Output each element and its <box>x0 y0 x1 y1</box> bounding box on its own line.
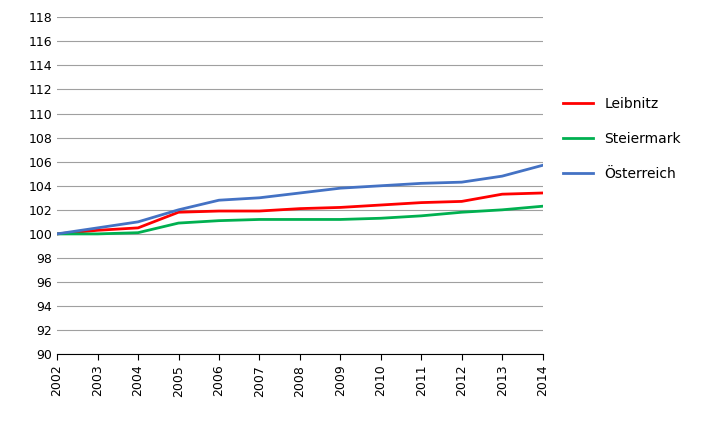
Leibnitz <box>458 199 466 204</box>
Steiermark <box>417 213 426 219</box>
Leibnitz <box>53 231 61 236</box>
Steiermark <box>538 203 547 209</box>
Leibnitz <box>417 200 426 205</box>
Leibnitz <box>296 206 304 211</box>
Line: Steiermark: Steiermark <box>57 206 543 234</box>
Steiermark <box>255 217 263 222</box>
Österreich <box>134 219 142 225</box>
Leibnitz <box>336 205 345 210</box>
Österreich <box>215 197 223 203</box>
Österreich <box>53 231 61 236</box>
Steiermark <box>134 230 142 235</box>
Österreich <box>174 207 183 213</box>
Österreich <box>94 226 102 231</box>
Leibnitz <box>134 226 142 231</box>
Steiermark <box>53 231 61 236</box>
Österreich <box>296 191 304 196</box>
Steiermark <box>458 210 466 215</box>
Österreich <box>498 174 506 179</box>
Leibnitz <box>538 191 547 196</box>
Line: Österreich: Österreich <box>57 165 543 234</box>
Steiermark <box>336 217 345 222</box>
Österreich <box>458 180 466 185</box>
Legend: Leibnitz, Steiermark, Österreich: Leibnitz, Steiermark, Österreich <box>557 92 687 186</box>
Leibnitz <box>174 210 183 215</box>
Österreich <box>538 163 547 168</box>
Leibnitz <box>94 228 102 233</box>
Leibnitz <box>255 209 263 214</box>
Österreich <box>255 195 263 200</box>
Leibnitz <box>215 209 223 214</box>
Steiermark <box>94 231 102 236</box>
Steiermark <box>498 207 506 213</box>
Steiermark <box>376 216 385 221</box>
Steiermark <box>296 217 304 222</box>
Steiermark <box>215 218 223 223</box>
Steiermark <box>174 220 183 226</box>
Österreich <box>417 181 426 186</box>
Österreich <box>336 186 345 191</box>
Line: Leibnitz: Leibnitz <box>57 193 543 234</box>
Österreich <box>376 183 385 188</box>
Leibnitz <box>376 203 385 208</box>
Leibnitz <box>498 192 506 197</box>
